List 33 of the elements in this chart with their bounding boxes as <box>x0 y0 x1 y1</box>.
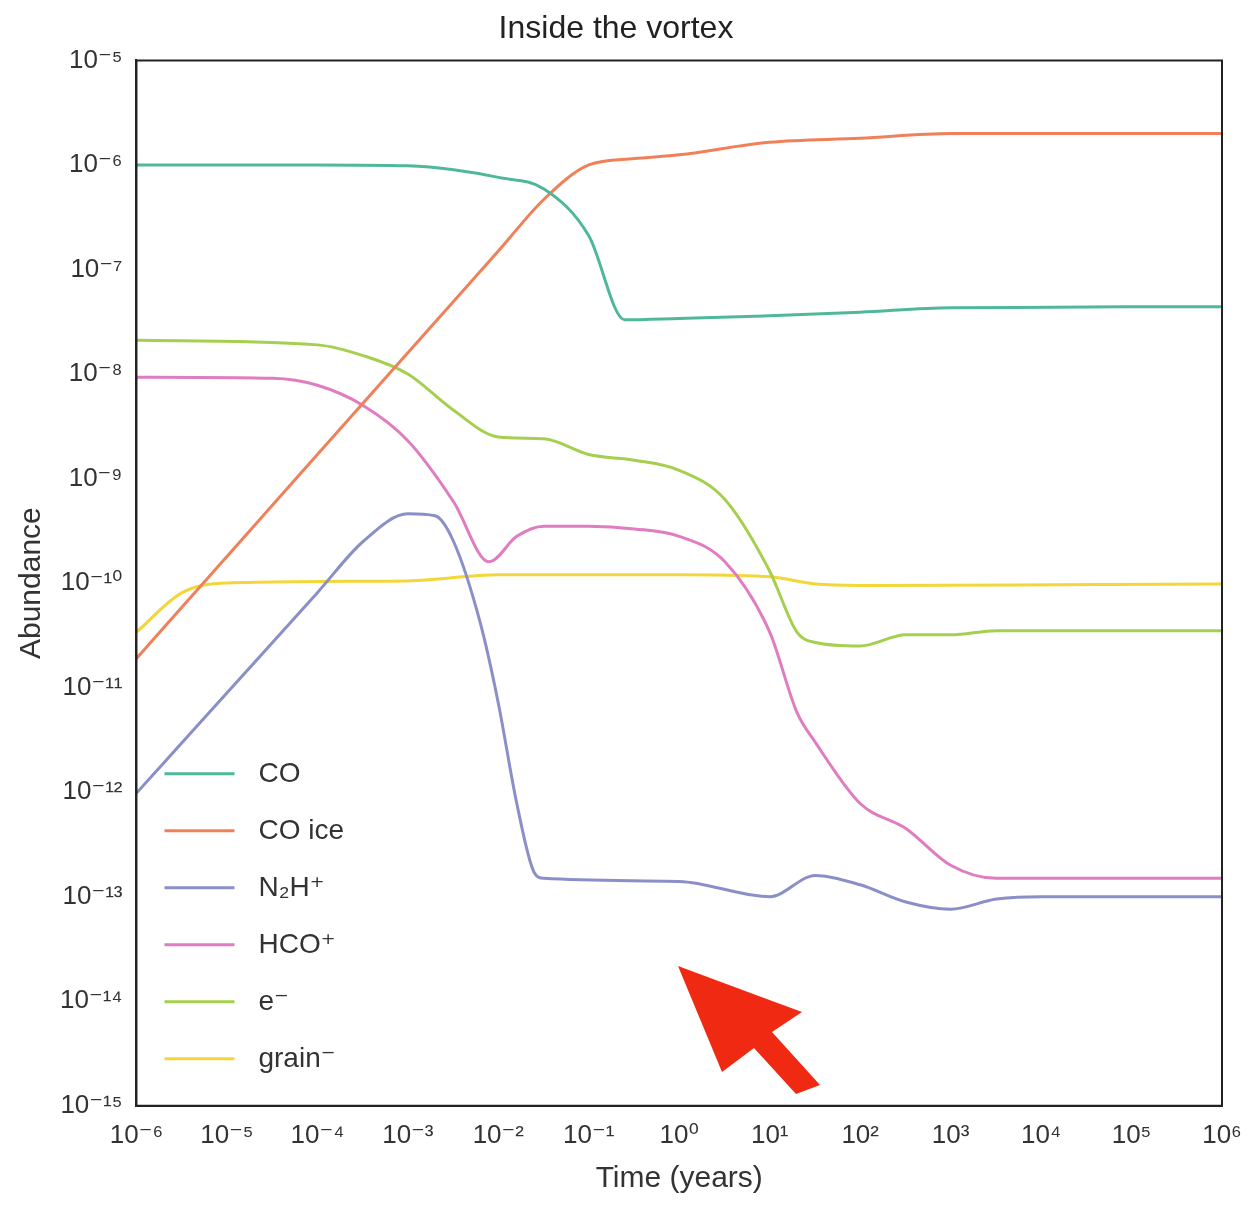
y-axis-title: Abundance <box>13 507 47 660</box>
chart-title: Inside the vortex <box>498 9 734 46</box>
y-tick-label: 10⁻¹² <box>62 775 123 806</box>
y-tick-label: 10⁻⁸ <box>68 357 123 388</box>
x-tick-label: 10⁻⁵ <box>200 1118 254 1149</box>
y-tick-label: 10⁻¹⁵ <box>60 1088 123 1119</box>
x-tick-label: 10⁴ <box>1021 1118 1062 1149</box>
x-tick-label: 10⁻³ <box>382 1118 434 1149</box>
legend-label: CO <box>258 756 301 788</box>
x-tick-label: 10⁻² <box>472 1118 525 1149</box>
x-tick-label: 10⁶ <box>1202 1118 1242 1149</box>
y-tick-label: 10⁻⁷ <box>70 252 123 283</box>
x-tick-label: 10¹ <box>750 1118 789 1149</box>
legend-label: e⁻ <box>258 984 289 1016</box>
y-tick-label: 10⁻⁶ <box>69 148 123 179</box>
x-tick-label: 10² <box>841 1118 880 1149</box>
y-tick-label: 10⁻¹³ <box>62 879 123 910</box>
x-tick-label: 10⁻⁴ <box>290 1118 345 1149</box>
x-tick-label: 10³ <box>931 1118 970 1149</box>
y-tick-label: 10⁻¹⁰ <box>60 566 123 597</box>
legend-label: CO ice <box>258 813 345 845</box>
legend-label: grain⁻ <box>258 1041 336 1073</box>
x-tick-label: 10⁻⁶ <box>109 1118 164 1149</box>
y-tick-label: 10⁻¹¹ <box>62 670 123 701</box>
x-tick-label: 10⁻¹ <box>563 1118 615 1149</box>
y-tick-label: 10⁻⁹ <box>68 461 123 492</box>
y-tick-label: 10⁻⁵ <box>69 43 123 74</box>
legend-label: N₂H⁺ <box>258 870 325 902</box>
y-tick-label: 10⁻¹⁴ <box>59 984 123 1015</box>
x-tick-label: 10⁵ <box>1111 1118 1152 1149</box>
legend-label: HCO⁺ <box>258 927 336 959</box>
x-tick-label: 10⁰ <box>659 1118 699 1149</box>
x-axis-title: Time (years) <box>595 1160 763 1194</box>
